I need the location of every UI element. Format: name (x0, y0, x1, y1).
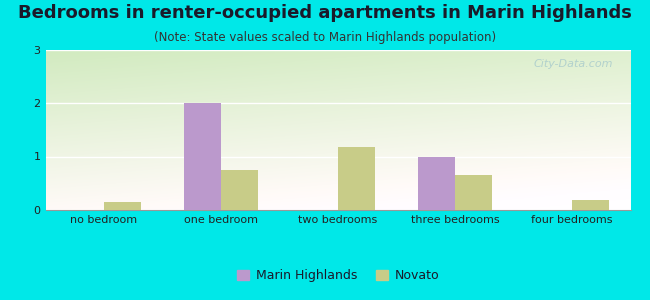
Bar (183, 103, 221, 210)
Bar (104, 202, 142, 210)
Text: Bedrooms in renter-occupied apartments in Marin Highlands: Bedrooms in renter-occupied apartments i… (18, 4, 632, 22)
Bar (338, 147, 376, 210)
Text: City-Data.com: City-Data.com (534, 59, 613, 69)
Bar (417, 157, 455, 210)
Text: (Note: State values scaled to Marin Highlands population): (Note: State values scaled to Marin High… (154, 32, 496, 44)
Bar (455, 175, 493, 210)
Bar (221, 170, 259, 210)
Legend: Marin Highlands, Novato: Marin Highlands, Novato (232, 264, 444, 287)
Bar (572, 200, 610, 210)
